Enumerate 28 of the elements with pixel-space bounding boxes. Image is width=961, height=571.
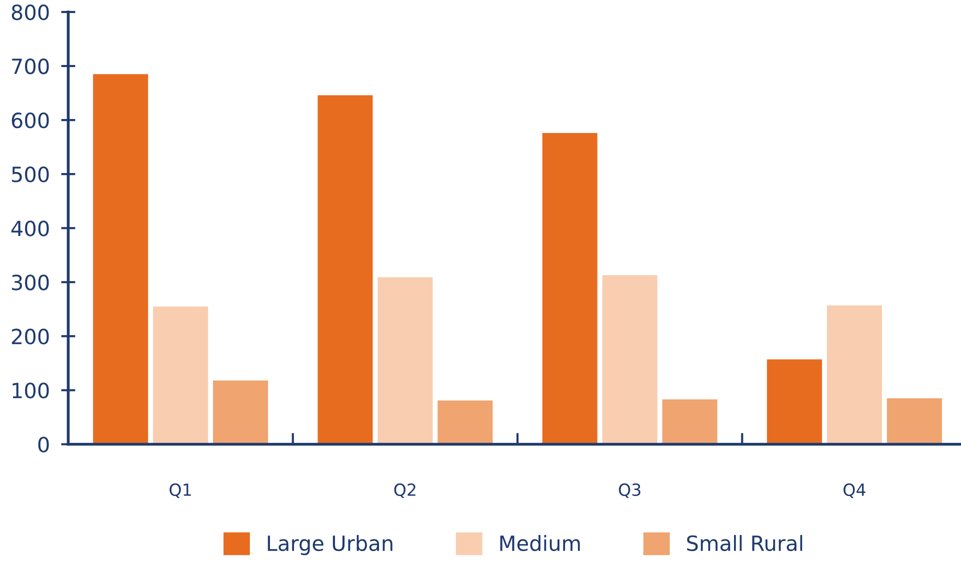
x-tick-label: Q3: [618, 483, 640, 498]
bar: [153, 306, 208, 444]
x-tick-label: Q4: [844, 483, 866, 498]
y-tick-label: 500: [12, 166, 49, 182]
bar: [213, 380, 268, 444]
bar: [662, 399, 718, 444]
y-tick-label: 0: [38, 436, 49, 452]
bar: [766, 359, 822, 444]
y-tick-label: 300: [12, 274, 49, 290]
bar: [93, 74, 148, 444]
legend-label: Large Urban: [268, 535, 392, 556]
x-tick-label: Q1: [170, 483, 191, 498]
bar: [438, 400, 493, 444]
x-tick-label: Q2: [394, 483, 416, 498]
y-tick-label: 100: [12, 382, 49, 398]
y-tick-label: 600: [12, 112, 49, 128]
legend-label: Small Rural: [687, 535, 802, 552]
y-tick-label: 200: [12, 328, 49, 344]
y-tick-label: 400: [11, 220, 49, 236]
bar: [378, 277, 433, 444]
legend-label: Medium: [500, 535, 580, 552]
bar: [826, 305, 882, 444]
y-tick-label: 800: [12, 4, 49, 20]
bar: [602, 275, 658, 444]
bar: [886, 398, 942, 444]
y-tick-label: 700: [12, 58, 49, 74]
bar: [542, 133, 598, 444]
bar: [318, 95, 373, 444]
